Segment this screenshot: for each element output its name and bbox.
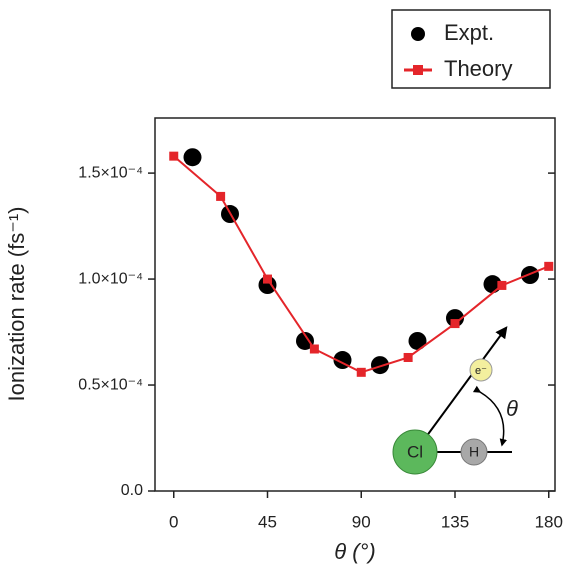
legend-marker [413,65,423,75]
legend-marker [411,27,425,41]
x-tick-label: 90 [352,512,371,531]
x-tick-label: 180 [535,512,563,531]
point [356,367,366,377]
y-tick-label: 0.0 [121,482,143,499]
direction-arrow [414,326,508,453]
y-tick-label: 1.0×10⁻⁴ [78,270,143,287]
point [309,344,319,354]
e-label: e⁻ [475,365,487,377]
electron [469,358,493,382]
point [169,151,179,161]
point [183,148,202,167]
point [408,331,427,350]
x-tick-label: 0 [169,512,178,531]
y-tick-label: 0.5×10⁻⁴ [78,376,143,393]
point [216,191,226,201]
point [403,352,413,362]
point [296,331,314,350]
angle-arc [472,385,507,447]
series-line [173,155,550,374]
point [497,280,507,290]
point [544,261,554,271]
x-tick-label: 135 [441,512,469,531]
legend-label: Expt. [444,20,494,45]
legend-label: Theory [444,56,512,81]
plot-frame [154,117,556,492]
point [263,274,272,284]
y-axis-label: Ionization rate (fs⁻¹) [4,206,29,401]
y-tick-label: 1.5×10⁻⁴ [78,164,143,181]
point [450,319,460,329]
h-atom [460,438,488,466]
point [371,356,389,375]
inset: Cl H e⁻ θ [392,326,518,475]
x-axis-label: θ (°) [334,539,376,564]
theta-label: θ [506,396,518,421]
cl-label: Cl [407,442,423,461]
h-label: H [469,444,479,460]
x-tick-label: 45 [258,512,277,531]
cl-atom [392,429,438,475]
